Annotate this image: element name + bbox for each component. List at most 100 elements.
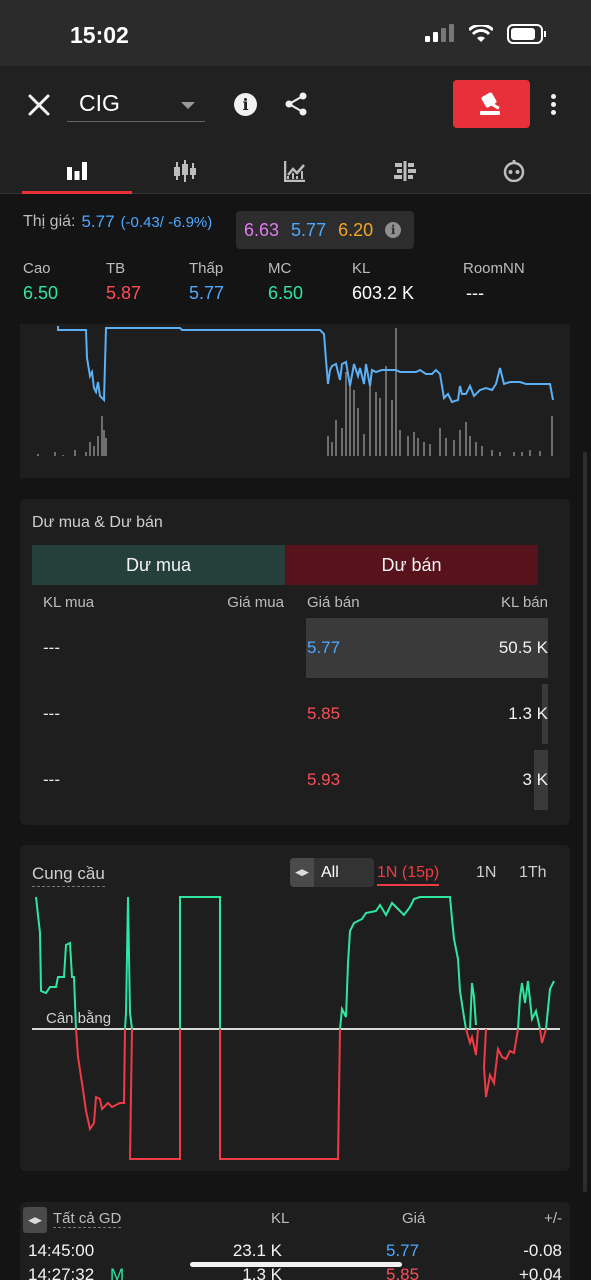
order-book-card: Dư mua & Dư bán Dư mua Dư bán KL mua Giá… — [20, 499, 570, 825]
supply-demand-title[interactable]: Cung cầu — [32, 864, 105, 887]
stat-high: Cao 6.50 — [23, 260, 58, 304]
stat-value: --- — [466, 283, 484, 303]
trade-price: 5.77 — [386, 1241, 420, 1260]
wifi-icon — [469, 25, 493, 42]
filter-label: All — [321, 863, 339, 881]
header-sell-volume: KL bán — [501, 594, 548, 611]
volume-bar — [534, 750, 548, 810]
trades-filter[interactable]: Tất cả GD — [53, 1210, 122, 1228]
price-line — [57, 326, 554, 404]
buy-volume: --- — [43, 770, 60, 789]
buy-volume: --- — [43, 638, 60, 657]
signal-icon — [425, 24, 454, 42]
sell-volume: 50.5 K — [498, 638, 548, 657]
order-button[interactable] — [453, 80, 530, 128]
stat-last: MC 6.50 — [268, 260, 303, 304]
supply-line — [75, 1028, 547, 1160]
trades-card: ◀▶ Tất cả GD KL Giá +/- 14:45:00 23.1 K … — [20, 1202, 570, 1280]
more-options-icon[interactable] — [551, 94, 557, 116]
symbol-selector[interactable]: CIG — [67, 86, 205, 122]
reference-price: 6.20 — [338, 219, 374, 240]
depth-icon — [394, 161, 416, 181]
supply-demand-chart — [32, 896, 560, 1160]
header-volume: KL — [271, 1210, 290, 1227]
current-price: 5.77 — [81, 212, 115, 231]
volume-bar — [542, 684, 548, 744]
close-icon[interactable] — [26, 92, 52, 118]
stat-average: TB 5.87 — [106, 260, 141, 304]
battery-icon — [507, 24, 546, 44]
stat-label: Cao — [23, 260, 51, 277]
info-icon[interactable]: i — [234, 93, 257, 116]
tab-line-chart[interactable] — [240, 148, 350, 194]
swap-arrows-icon[interactable]: ◀▶ — [23, 1207, 47, 1233]
tab-candlestick[interactable] — [130, 148, 240, 194]
header-sell-price: Giá bán — [307, 594, 360, 611]
range-1n[interactable]: 1N — [476, 864, 497, 881]
header-buy-volume: KL mua — [43, 594, 95, 611]
tab-depth[interactable] — [350, 148, 460, 194]
home-indicator[interactable] — [190, 1262, 402, 1267]
demand-line — [35, 896, 555, 1030]
tab-sell-orders[interactable]: Dư bán — [285, 545, 538, 585]
price-info: Thị giá: 5.77 (-0.43/ -6.9%) 6.63 5.77 6… — [0, 194, 591, 324]
stat-label: TB — [106, 260, 126, 277]
order-book-row: --- 5.77 50.5 K — [20, 618, 570, 678]
app-header: CIG i — [0, 66, 591, 194]
filter-all-button[interactable]: ◀▶ All — [290, 858, 374, 887]
volume-bars — [37, 328, 553, 456]
reference-prices[interactable]: 6.63 5.77 6.20 i — [236, 211, 414, 249]
price-line: Thị giá: 5.77 (-0.43/ -6.9%) — [23, 212, 212, 232]
info-icon[interactable]: i — [385, 222, 402, 238]
symbol-text: CIG — [79, 90, 120, 116]
balance-label: Cân bằng — [46, 1010, 112, 1027]
status-time: 15:02 — [70, 22, 129, 48]
trade-time: 14:45:00 — [28, 1241, 95, 1260]
page-scrollbar[interactable] — [583, 452, 587, 1192]
header-change: +/- — [544, 1210, 562, 1227]
swap-arrows-icon: ◀▶ — [290, 858, 314, 887]
floor-price: 5.77 — [291, 219, 327, 240]
order-book-title: Dư mua & Dư bán — [32, 514, 163, 531]
stat-value: 603.2 K — [352, 283, 415, 303]
status-icons — [425, 24, 547, 44]
order-book-row: --- 5.85 1.3 K — [20, 684, 570, 744]
tab-volume-chart[interactable] — [22, 148, 132, 194]
trade-side: M — [110, 1265, 125, 1280]
stat-label: Thấp — [189, 260, 224, 277]
trade-change: +0.04 — [518, 1265, 562, 1280]
sell-price: 5.85 — [307, 704, 341, 723]
buy-volume: --- — [43, 704, 60, 723]
price-change: (-0.43/ -6.9%) — [120, 213, 213, 231]
trade-volume: 1.3 K — [242, 1265, 282, 1280]
stat-value: 5.87 — [106, 283, 142, 303]
header-price: Giá — [402, 1210, 426, 1227]
status-bar: 15:02 — [0, 0, 591, 66]
volume-bar — [306, 618, 548, 678]
sell-volume: 3 K — [522, 770, 548, 789]
trade-price: 5.85 — [386, 1265, 420, 1280]
stat-low: Thấp 5.77 — [189, 260, 224, 304]
tab-robot[interactable] — [459, 148, 569, 194]
stat-foreign-room: RoomNN --- — [463, 260, 525, 304]
chevron-down-icon — [181, 102, 195, 109]
tab-buy-orders[interactable]: Dư mua — [32, 545, 285, 585]
range-1n-15p[interactable]: 1N (15p) — [377, 864, 440, 886]
stat-label: RoomNN — [463, 260, 525, 277]
share-icon[interactable] — [284, 92, 308, 116]
intraday-chart-svg — [37, 326, 554, 456]
intraday-chart[interactable] — [20, 324, 570, 478]
view-tabs — [0, 148, 591, 194]
trade-change: -0.08 — [523, 1241, 562, 1260]
stat-label: MC — [268, 260, 292, 277]
sell-price: 5.93 — [307, 770, 341, 789]
gavel-icon — [480, 92, 500, 115]
stat-value: 6.50 — [268, 283, 304, 303]
sell-price: 5.77 — [307, 638, 341, 657]
stat-volume: KL 603.2 K — [352, 260, 414, 304]
stat-value: 5.77 — [189, 283, 225, 303]
trade-time: 14:27:32 — [28, 1265, 95, 1280]
candlestick-icon — [174, 160, 196, 182]
range-1th[interactable]: 1Th — [519, 864, 547, 881]
robot-icon — [503, 160, 525, 182]
